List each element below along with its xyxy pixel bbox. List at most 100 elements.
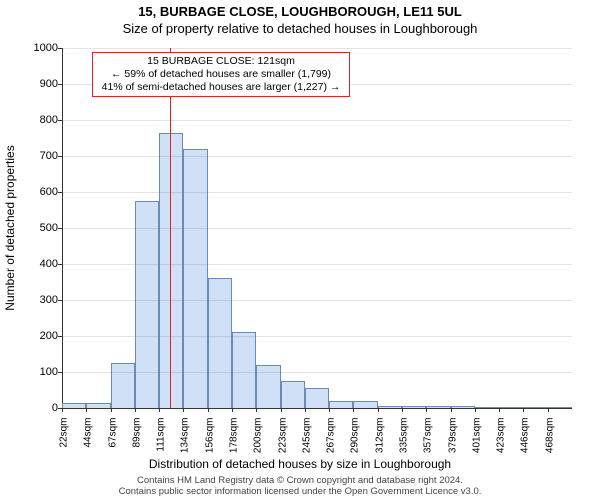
x-tick-label: 312sqm — [374, 418, 385, 468]
y-axis-label: Number of detached properties — [3, 145, 17, 310]
x-tick-mark — [208, 408, 209, 412]
gridline — [62, 228, 572, 229]
x-tick-label: 178sqm — [229, 418, 240, 468]
histogram-bar — [281, 381, 305, 408]
histogram-bar — [111, 363, 135, 408]
histogram-bar — [183, 149, 207, 408]
gridline — [62, 372, 572, 373]
y-tick-mark — [58, 48, 62, 49]
x-tick-label: 134sqm — [180, 418, 191, 468]
x-tick-label: 245sqm — [301, 418, 312, 468]
x-tick-mark — [183, 408, 184, 412]
y-tick-label: 800 — [18, 114, 58, 126]
histogram-bar — [378, 406, 402, 408]
y-tick-label: 200 — [18, 330, 58, 342]
histogram-bar — [232, 332, 256, 408]
x-tick-mark — [451, 408, 452, 412]
x-tick-mark — [159, 408, 160, 412]
histogram-bar — [305, 388, 329, 408]
histogram-bar — [62, 403, 86, 408]
histogram-bar — [548, 407, 572, 408]
page-subtitle: Size of property relative to detached ho… — [0, 21, 600, 36]
y-tick-label: 900 — [18, 78, 58, 90]
gridline — [62, 336, 572, 337]
annotation-line: ← 59% of detached houses are smaller (1,… — [97, 68, 345, 81]
x-tick-label: 156sqm — [204, 418, 215, 468]
x-tick-mark — [548, 408, 549, 412]
x-tick-mark — [86, 408, 87, 412]
x-tick-mark — [232, 408, 233, 412]
page-title: 15, BURBAGE CLOSE, LOUGHBOROUGH, LE11 5U… — [0, 4, 600, 19]
y-tick-label: 700 — [18, 150, 58, 162]
annotation-box: 15 BURBAGE CLOSE: 121sqm← 59% of detache… — [92, 52, 350, 97]
x-tick-label: 401sqm — [471, 418, 482, 468]
x-tick-label: 446sqm — [520, 418, 531, 468]
gridline — [62, 264, 572, 265]
y-tick-mark — [58, 336, 62, 337]
y-tick-mark — [58, 300, 62, 301]
x-tick-mark — [402, 408, 403, 412]
histogram-bar — [426, 406, 450, 408]
histogram-bar — [135, 201, 159, 408]
x-tick-mark — [329, 408, 330, 412]
x-tick-label: 89sqm — [131, 418, 142, 468]
y-tick-label: 100 — [18, 366, 58, 378]
x-tick-label: 468sqm — [544, 418, 555, 468]
x-tick-mark — [378, 408, 379, 412]
x-tick-label: 267sqm — [326, 418, 337, 468]
y-tick-mark — [58, 156, 62, 157]
x-tick-label: 223sqm — [277, 418, 288, 468]
gridline — [62, 300, 572, 301]
x-tick-mark — [111, 408, 112, 412]
footer-attribution: Contains HM Land Registry data © Crown c… — [8, 476, 592, 498]
x-tick-mark — [135, 408, 136, 412]
histogram-bar — [353, 401, 377, 408]
y-tick-label: 600 — [18, 186, 58, 198]
x-tick-label: 357sqm — [423, 418, 434, 468]
y-tick-label: 300 — [18, 294, 58, 306]
x-tick-mark — [475, 408, 476, 412]
x-tick-label: 22sqm — [59, 418, 70, 468]
histogram-bar — [402, 406, 426, 408]
y-tick-mark — [58, 84, 62, 85]
x-tick-label: 111sqm — [156, 418, 167, 468]
chart-container: 15, BURBAGE CLOSE, LOUGHBOROUGH, LE11 5U… — [0, 0, 600, 500]
y-tick-label: 500 — [18, 222, 58, 234]
x-tick-mark — [426, 408, 427, 412]
annotation-line: 15 BURBAGE CLOSE: 121sqm — [97, 55, 345, 68]
x-tick-label: 379sqm — [447, 418, 458, 468]
footer-line-2: Contains public sector information licen… — [8, 487, 592, 498]
y-tick-mark — [58, 192, 62, 193]
annotation-line: 41% of semi-detached houses are larger (… — [97, 81, 345, 94]
x-tick-mark — [281, 408, 282, 412]
plot-area — [62, 48, 572, 409]
y-tick-mark — [58, 120, 62, 121]
gridline — [62, 48, 572, 49]
histogram-bar — [86, 403, 110, 408]
x-tick-mark — [353, 408, 354, 412]
x-tick-label: 423sqm — [496, 418, 507, 468]
histogram-bar — [475, 407, 499, 408]
histogram-bar — [159, 133, 183, 408]
x-tick-mark — [256, 408, 257, 412]
y-tick-label: 400 — [18, 258, 58, 270]
histogram-bar — [499, 407, 523, 408]
histogram-bar — [329, 401, 353, 408]
histogram-bar — [523, 407, 547, 408]
gridline — [62, 192, 572, 193]
y-tick-label: 1000 — [18, 42, 58, 54]
x-tick-mark — [523, 408, 524, 412]
gridline — [62, 156, 572, 157]
x-tick-label: 44sqm — [83, 418, 94, 468]
y-tick-mark — [58, 264, 62, 265]
histogram-bar — [208, 278, 232, 408]
x-tick-label: 67sqm — [107, 418, 118, 468]
x-tick-label: 290sqm — [350, 418, 361, 468]
y-tick-mark — [58, 372, 62, 373]
y-tick-label: 0 — [18, 402, 58, 414]
x-tick-label: 200sqm — [253, 418, 264, 468]
x-tick-mark — [499, 408, 500, 412]
histogram-bar — [451, 406, 475, 408]
x-tick-label: 335sqm — [399, 418, 410, 468]
x-tick-mark — [62, 408, 63, 412]
